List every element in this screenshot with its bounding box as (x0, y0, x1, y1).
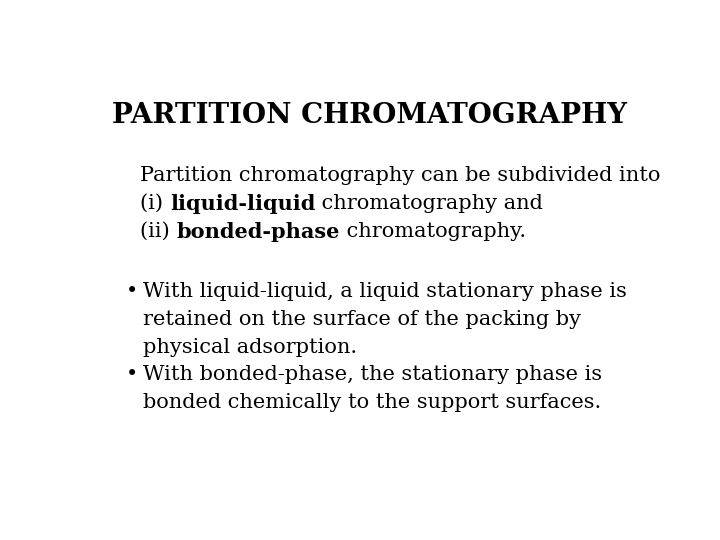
Text: (i): (i) (140, 194, 170, 213)
Text: chromatography and: chromatography and (315, 194, 543, 213)
Text: liquid-liquid: liquid-liquid (170, 194, 315, 214)
Text: •: • (126, 282, 138, 301)
Text: Partition chromatography can be subdivided into: Partition chromatography can be subdivid… (140, 166, 660, 185)
Text: (ii): (ii) (140, 222, 176, 241)
Text: With bonded-phase, the stationary phase is: With bonded-phase, the stationary phase … (143, 366, 602, 384)
Text: bonded-phase: bonded-phase (176, 222, 340, 242)
Text: retained on the surface of the packing by: retained on the surface of the packing b… (143, 310, 581, 329)
Text: physical adsorption.: physical adsorption. (143, 338, 357, 356)
Text: PARTITION CHROMATOGRAPHY: PARTITION CHROMATOGRAPHY (112, 102, 626, 129)
Text: •: • (126, 366, 138, 384)
Text: With liquid-liquid, a liquid stationary phase is: With liquid-liquid, a liquid stationary … (143, 282, 627, 301)
Text: bonded chemically to the support surfaces.: bonded chemically to the support surface… (143, 393, 601, 412)
Text: chromatography.: chromatography. (340, 222, 526, 241)
